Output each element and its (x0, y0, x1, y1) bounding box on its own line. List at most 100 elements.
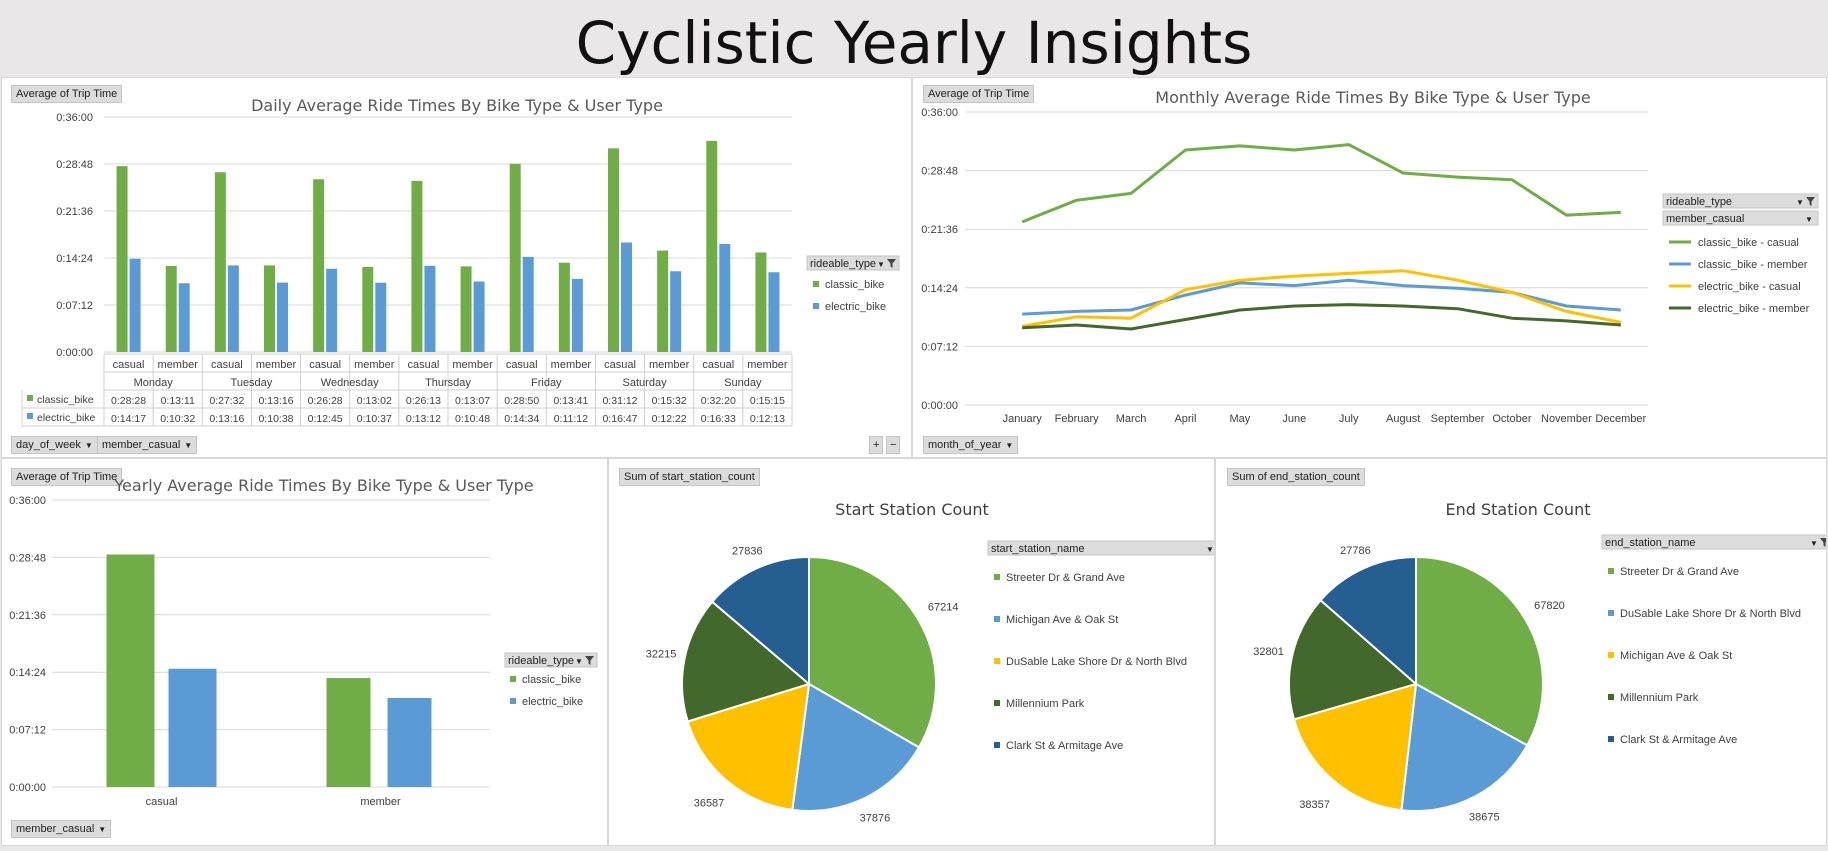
y-tick-label: 0:14:24 (9, 667, 46, 679)
x-group-label: Saturday (623, 377, 668, 389)
dropdown-arrow-icon: ▼ (1206, 545, 1214, 554)
table-cell: 0:14:17 (111, 413, 146, 425)
table-cell: 0:10:48 (455, 413, 490, 425)
bar-classic_bike (755, 252, 767, 352)
legend-key (1608, 652, 1614, 658)
filter-icon (887, 259, 896, 268)
daily-chart-panel: Average of Trip Time Daily Average Ride … (1, 77, 912, 458)
bar-electric_bike (719, 243, 731, 352)
legend-label: classic_bike (825, 279, 884, 291)
legend-label: Michigan Ave & Oak St (1006, 614, 1118, 626)
x-tick-label: March (1116, 413, 1147, 425)
dropdown-arrow-icon: ▼ (1805, 215, 1813, 224)
table-cell: 0:28:28 (111, 395, 146, 407)
pie-slice (1287, 598, 1419, 721)
legend-key (994, 700, 1000, 706)
x-subcategory-label: casual (408, 359, 440, 371)
x-subcategory-label: member (747, 359, 788, 371)
x-subcategory-label: member (256, 359, 297, 371)
line-series (1021, 143, 1621, 224)
bar-electric_bike (670, 271, 682, 352)
bar-classic_bike (460, 266, 472, 352)
bar-classic_bike (362, 266, 374, 352)
x-tick-label: casual (146, 796, 178, 808)
table-cell: 0:16:33 (701, 413, 736, 425)
x-subcategory-label: member (158, 359, 199, 371)
table-cell: 0:13:07 (455, 395, 490, 407)
collapse-field-button[interactable]: − (886, 436, 901, 454)
day-of-week-filter-button[interactable]: day_of_week ▼ (11, 436, 98, 454)
pie-slice (791, 682, 921, 812)
rideable-type-filter-button (504, 652, 598, 668)
legend-key (1608, 694, 1614, 700)
member-casual-filter-label: member_casual (1666, 213, 1744, 225)
x-group-label: Thursday (425, 377, 471, 389)
bar-electric_bike (571, 278, 583, 352)
value-field-button[interactable]: Sum of start_station_count (619, 468, 760, 486)
pie-data-label: 37876 (860, 813, 891, 825)
x-group-label: Tuesday (231, 377, 273, 389)
x-tick-label: January (1003, 413, 1043, 425)
table-cell: 0:13:41 (553, 395, 588, 407)
legend-label: classic_bike - casual (1698, 237, 1799, 249)
filter-icon (1806, 197, 1815, 206)
expand-field-button[interactable]: + (869, 436, 884, 454)
dropdown-arrow-icon: ▼ (84, 441, 93, 450)
table-cell: 0:13:16 (258, 395, 293, 407)
station-name-filter-button (1601, 534, 1826, 550)
legend-label: electric_bike (825, 301, 886, 313)
legend-key (1608, 736, 1614, 742)
bar-electric_bike (473, 281, 485, 352)
bar-electric_bike (326, 268, 338, 352)
value-field-button[interactable]: Sum of end_station_count (1227, 468, 1365, 486)
monthly-chart: Monthly Average Ride Times By Bike Type … (921, 88, 1819, 425)
bar-classic_bike (411, 180, 423, 352)
month-of-year-filter-button[interactable]: month_of_year ▼ (923, 436, 1019, 454)
yearly-chart: Yearly Average Ride Times By Bike Type &… (9, 476, 598, 808)
x-subcategory-label: member (551, 359, 592, 371)
x-subcategory-label: member (649, 359, 690, 371)
member-casual-filter-button[interactable]: member_casual ▼ (97, 436, 198, 454)
end-station-pie-chart: End Station Count 67820 38675 38357 32801 277… (1253, 500, 1826, 823)
table-cell: 0:27:32 (209, 395, 244, 407)
bar-electric_bike (277, 282, 288, 352)
x-tick-label: November (1541, 413, 1592, 425)
legend-key (994, 616, 1000, 622)
y-tick-label: 0:36:00 (56, 112, 93, 124)
bar-classic_bike (657, 250, 669, 352)
value-field-button[interactable]: Average of Trip Time (923, 85, 1035, 103)
legend-key (813, 303, 819, 309)
member-casual-filter-button (1662, 210, 1819, 226)
dropdown-arrow-icon: ▼ (1810, 539, 1818, 548)
legend-key (1608, 610, 1614, 616)
bar-electric_bike (424, 265, 436, 352)
rideable-type-filter-button (806, 255, 900, 271)
bar-classic_bike (264, 265, 275, 352)
x-tick-label: July (1339, 413, 1359, 425)
legend-label: Streeter Dr & Grand Ave (1620, 566, 1739, 578)
filter-icon (585, 656, 594, 665)
bar-electric_bike (768, 272, 780, 352)
table-cell: 0:15:15 (750, 395, 785, 407)
line-series (1021, 269, 1622, 328)
pie-data-label: 32215 (646, 649, 677, 661)
bar-electric_bike (178, 283, 190, 352)
y-tick-label: 0:00:00 (9, 782, 46, 794)
y-tick-label: 0:28:48 (56, 159, 93, 171)
value-field-button[interactable]: Average of Trip Time (11, 85, 123, 103)
pie-slice (1319, 555, 1417, 687)
x-subcategory-label: member (354, 359, 395, 371)
legend-key (994, 658, 1000, 664)
legend-label: Clark St & Armitage Ave (1620, 734, 1737, 746)
bar-classic_bike (106, 554, 155, 787)
legend-label: Clark St & Armitage Ave (1006, 740, 1123, 752)
value-field-button[interactable]: Average of Trip Time (11, 468, 123, 486)
member-casual-filter-button[interactable]: member_casual ▼ (11, 820, 112, 838)
x-tick-label: May (1229, 413, 1250, 425)
table-cell: 0:13:11 (161, 395, 195, 407)
y-tick-label: 0:36:00 (921, 107, 958, 119)
bar-classic_bike (326, 678, 371, 787)
table-cell: 0:12:45 (308, 413, 343, 425)
pie-data-label: 38357 (1299, 799, 1330, 811)
x-subcategory-label: casual (604, 359, 636, 371)
